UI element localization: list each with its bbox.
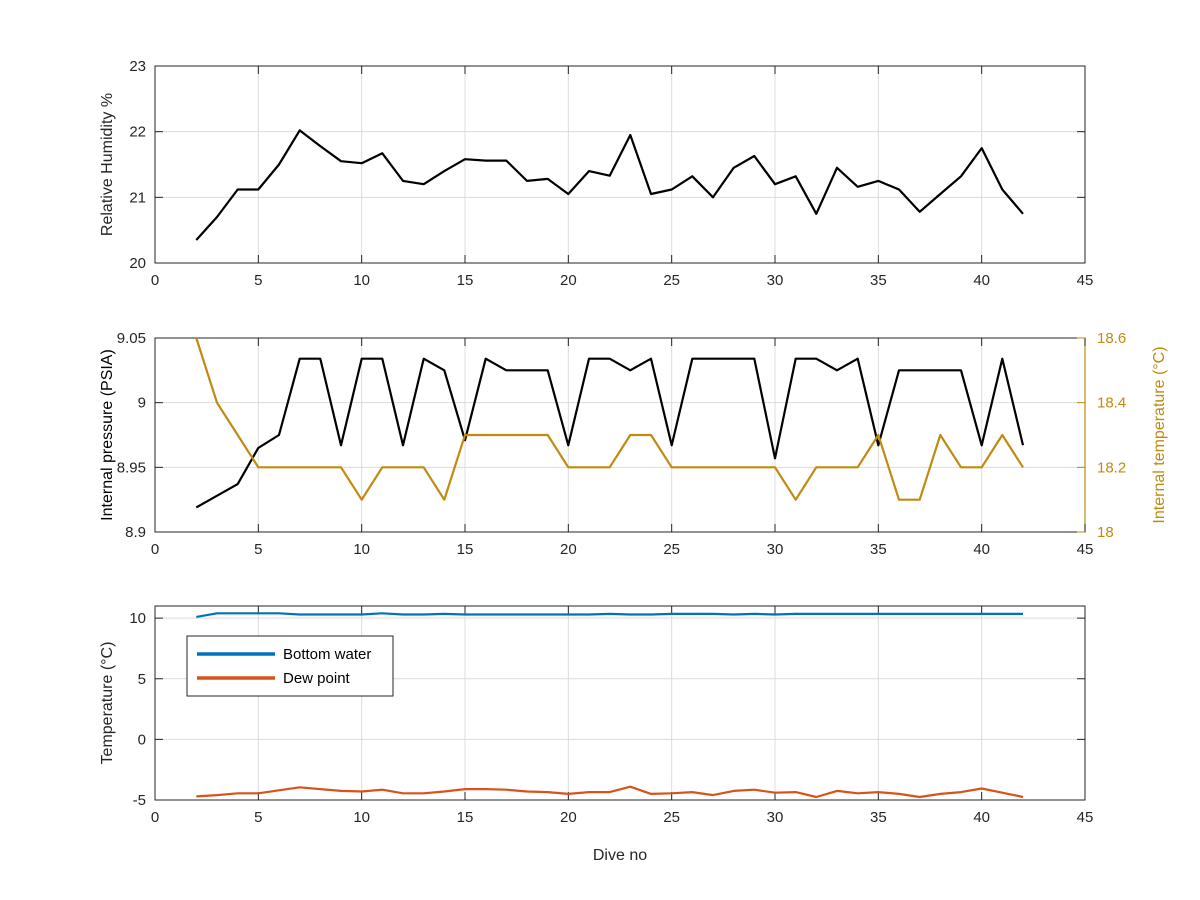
x-tick-label: 25: [663, 541, 680, 558]
x-tick-label: 20: [560, 272, 577, 289]
series-line-1: [195, 129, 1024, 241]
y-tick-label: 5: [138, 671, 146, 688]
series-line-bottom-water: [196, 612, 1023, 618]
y2-tick-label: 18.4: [1097, 395, 1126, 412]
x-tick-label: 40: [973, 272, 990, 289]
y-axis-label: Relative Humidity %: [99, 93, 116, 236]
x-tick-label: 15: [457, 809, 474, 826]
x-tick-label: 35: [870, 809, 887, 826]
subplot-2: 0 5 10 15 20 25 30 35 40 45 8.9 8.95 9 9.05 18 18.2 18.4…: [99, 330, 1168, 558]
x-tick-label: 30: [767, 809, 784, 826]
x-tick-label: 5: [254, 541, 262, 558]
y-tick-label: 22: [129, 124, 146, 141]
y-tick-label: 9: [138, 395, 146, 412]
y-tick-label: 0: [138, 731, 146, 748]
series-line-1: [195, 357, 1025, 509]
y-axis-label: Internal pressure (PSIA): [99, 349, 116, 521]
x-tick-label: 20: [560, 541, 577, 558]
x-tick-label: 10: [353, 541, 370, 558]
axes-box: [154, 605, 1086, 801]
x-axis-label: Dive no: [593, 847, 647, 864]
series-line-dew-point: [196, 785, 1024, 799]
y-tick-label: 8.95: [117, 459, 146, 476]
legend-label: Bottom water: [283, 646, 371, 663]
legend: Bottom water Dew point: [186, 635, 394, 697]
x-tick-label: 0: [151, 809, 159, 826]
subplot-1: 0 5 10 15 20 25 30 35 40 45 20 21 22 23 Relative Humid…: [99, 58, 1093, 289]
y-tick-label: 9.05: [117, 330, 146, 347]
x-tick-label: 15: [457, 272, 474, 289]
axes-box: [154, 337, 1086, 533]
y-tick-label: 8.9: [125, 524, 146, 541]
y2-axis-label: Internal temperature (°C): [1151, 346, 1168, 523]
y-tick-label: 23: [129, 58, 146, 75]
x-tick-label: 5: [254, 809, 262, 826]
axes-box: [154, 65, 1086, 264]
y2-tick-label: 18.6: [1097, 330, 1126, 347]
x-tick-label: 35: [870, 272, 887, 289]
x-tick-label: 45: [1077, 272, 1094, 289]
x-tick-label: 15: [457, 541, 474, 558]
legend-box: [186, 635, 394, 697]
x-tick-label: 10: [353, 809, 370, 826]
y-tick-label: 10: [129, 610, 146, 627]
x-tick-label: 45: [1077, 809, 1094, 826]
x-tick-label: 25: [663, 272, 680, 289]
x-tick-label: 0: [151, 272, 159, 289]
y-axis-label: Temperature (°C): [99, 642, 116, 765]
x-tick-label: 40: [973, 809, 990, 826]
x-tick-label: 0: [151, 541, 159, 558]
x-tick-label: 10: [353, 272, 370, 289]
x-tick-label: 25: [663, 809, 680, 826]
y-tick-label: -5: [133, 792, 146, 809]
x-tick-label: 45: [1077, 541, 1094, 558]
series-line-2: [195, 337, 1024, 501]
x-tick-label: 5: [254, 272, 262, 289]
x-tick-label: 30: [767, 272, 784, 289]
subplot-3: 0 5 10 15 20 25 30 35 40 45 -5 0 5 10 Temperature (°C)…: [99, 605, 1094, 864]
y-tick-label: 21: [129, 189, 146, 206]
y2-tick-label: 18.2: [1097, 459, 1126, 476]
y2-tick-label: 18: [1097, 524, 1114, 541]
x-tick-label: 40: [973, 541, 990, 558]
x-tick-label: 35: [870, 541, 887, 558]
x-tick-label: 20: [560, 809, 577, 826]
x-tick-label: 30: [767, 541, 784, 558]
y-tick-label: 20: [129, 255, 146, 272]
legend-label: Dew point: [283, 670, 351, 687]
